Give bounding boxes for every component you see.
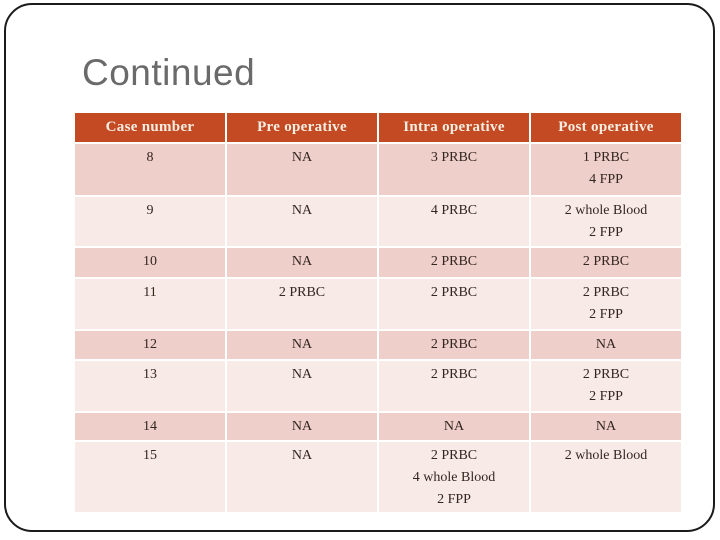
- cell-pre-operative: NA: [227, 361, 377, 411]
- col-header-pre-operative: Pre operative: [227, 113, 377, 142]
- col-header-intra-operative: Intra operative: [379, 113, 529, 142]
- cell-pre-operative: NA: [227, 331, 377, 359]
- cell-post-operative: NA: [531, 413, 681, 440]
- cell-intra-operative: 2 PRBC: [379, 279, 529, 329]
- table-row-case-10: 10 NA 2 PRBC 2 PRBC: [75, 248, 681, 277]
- table-row-case-12: 12 NA 2 PRBC NA: [75, 331, 681, 359]
- table-row-case-15: 15 NA 2 PRBC 4 whole Blood 2 FPP 2 whole…: [75, 442, 681, 512]
- table-row-case-13: 13 NA 2 PRBC 2 PRBC 2 FPP: [75, 361, 681, 411]
- cell-intra-operative: 2 PRBC 4 whole Blood 2 FPP: [379, 442, 529, 512]
- cell-post-operative: 2 whole Blood 2 FPP: [531, 197, 681, 246]
- table-row-case-8: 8 NA 3 PRBC 1 PRBC 4 FPP: [75, 144, 681, 195]
- slide-title: Continued: [82, 52, 256, 93]
- cell-post-operative: NA: [531, 331, 681, 359]
- cell-intra-operative: 3 PRBC: [379, 144, 529, 195]
- cell-post-operative: 2 PRBC 2 FPP: [531, 279, 681, 329]
- cell-pre-operative: 2 PRBC: [227, 279, 377, 329]
- cell-case-number: 14: [75, 413, 225, 440]
- cell-post-operative: 2 PRBC 2 FPP: [531, 361, 681, 411]
- table-header-row: Case number Pre operative Intra operativ…: [75, 113, 681, 142]
- cell-case-number: 9: [75, 197, 225, 246]
- cell-intra-operative: NA: [379, 413, 529, 440]
- cell-post-operative: 1 PRBC 4 FPP: [531, 144, 681, 195]
- cell-intra-operative: 2 PRBC: [379, 361, 529, 411]
- cell-case-number: 13: [75, 361, 225, 411]
- cell-case-number: 8: [75, 144, 225, 195]
- transfusion-table: Case number Pre operative Intra operativ…: [73, 111, 683, 514]
- table-row-case-11: 11 2 PRBC 2 PRBC 2 PRBC 2 FPP: [75, 279, 681, 329]
- col-header-case-number: Case number: [75, 113, 225, 142]
- cell-case-number: 12: [75, 331, 225, 359]
- cell-post-operative: 2 PRBC: [531, 248, 681, 277]
- cell-case-number: 10: [75, 248, 225, 277]
- table-row-case-14: 14 NA NA NA: [75, 413, 681, 440]
- cell-pre-operative: NA: [227, 197, 377, 246]
- cell-post-operative: 2 whole Blood: [531, 442, 681, 512]
- cell-case-number: 15: [75, 442, 225, 512]
- cell-intra-operative: 2 PRBC: [379, 331, 529, 359]
- cell-pre-operative: NA: [227, 248, 377, 277]
- col-header-post-operative: Post operative: [531, 113, 681, 142]
- cell-intra-operative: 2 PRBC: [379, 248, 529, 277]
- cell-case-number: 11: [75, 279, 225, 329]
- table-row-case-9: 9 NA 4 PRBC 2 whole Blood 2 FPP: [75, 197, 681, 246]
- cell-pre-operative: NA: [227, 442, 377, 512]
- cell-pre-operative: NA: [227, 413, 377, 440]
- cell-intra-operative: 4 PRBC: [379, 197, 529, 246]
- cell-pre-operative: NA: [227, 144, 377, 195]
